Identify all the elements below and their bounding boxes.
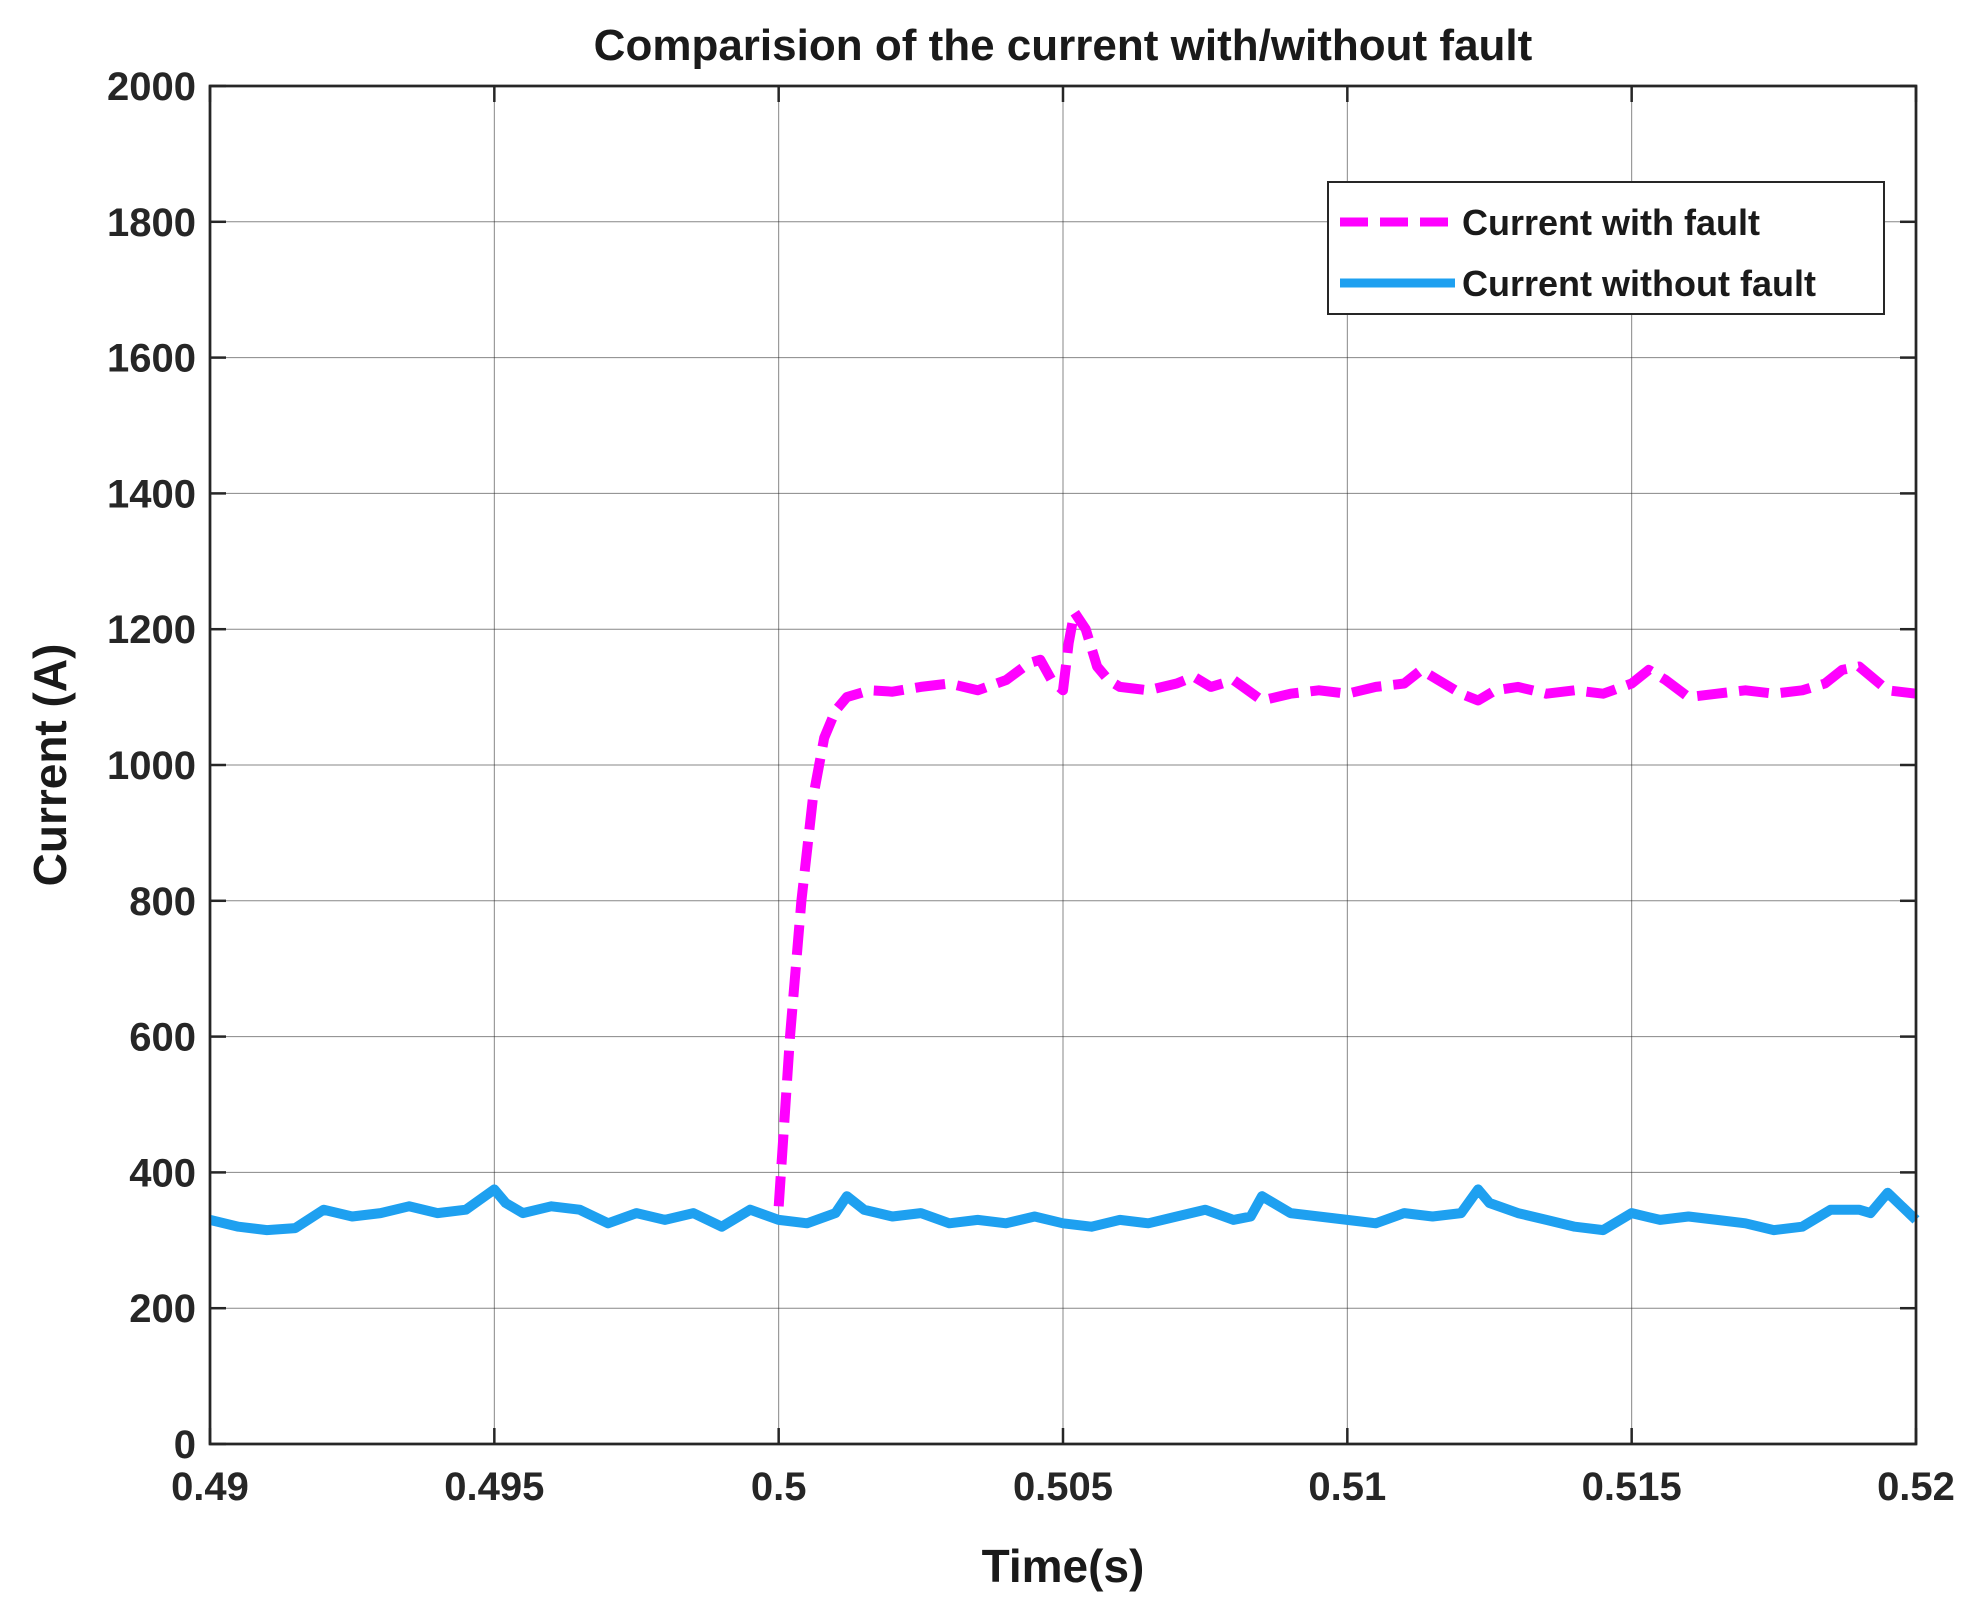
y-tick-label: 200: [129, 1287, 196, 1331]
y-tick-label: 0: [174, 1423, 196, 1467]
series-line-current-without-fault: [208, 1184, 1920, 1236]
series-layer: [208, 607, 1920, 1236]
y-tick-label: 1800: [107, 201, 196, 245]
y-tick-label: 600: [129, 1016, 196, 1060]
x-axis-label: Time(s): [982, 1540, 1145, 1592]
legend: Current with fault Current without fault: [1327, 181, 1885, 315]
x-tick-label: 0.52: [1877, 1465, 1955, 1509]
y-axis-label: Current (A): [24, 644, 76, 887]
x-tick-label: 0.5: [751, 1465, 807, 1509]
x-tick-label: 0.495: [444, 1465, 544, 1509]
y-tick-label: 1200: [107, 608, 196, 652]
y-tick-label: 1000: [107, 744, 196, 788]
legend-label-without-fault: Current without fault: [1462, 263, 1816, 304]
legend-box: [1327, 181, 1885, 315]
y-tick-label: 400: [129, 1151, 196, 1195]
y-tick-label: 1400: [107, 472, 196, 516]
series-line-current-with-fault: [773, 607, 1917, 1207]
y-tick-label: 2000: [107, 65, 196, 109]
legend-label-with-fault: Current with fault: [1462, 202, 1760, 243]
x-tick-label: 0.49: [171, 1465, 249, 1509]
x-tick-label: 0.505: [1013, 1465, 1113, 1509]
x-tick-label: 0.515: [1582, 1465, 1682, 1509]
chart-title: Comparision of the current with/without …: [594, 21, 1533, 70]
x-tick-label: 0.51: [1308, 1465, 1386, 1509]
tick-layer: 0.49 0.495 0.5 0.505 0.51 0.515 0.52 0 200 400 600…: [107, 65, 1955, 1509]
y-tick-label: 800: [129, 880, 196, 924]
y-tick-label: 1600: [107, 337, 196, 381]
